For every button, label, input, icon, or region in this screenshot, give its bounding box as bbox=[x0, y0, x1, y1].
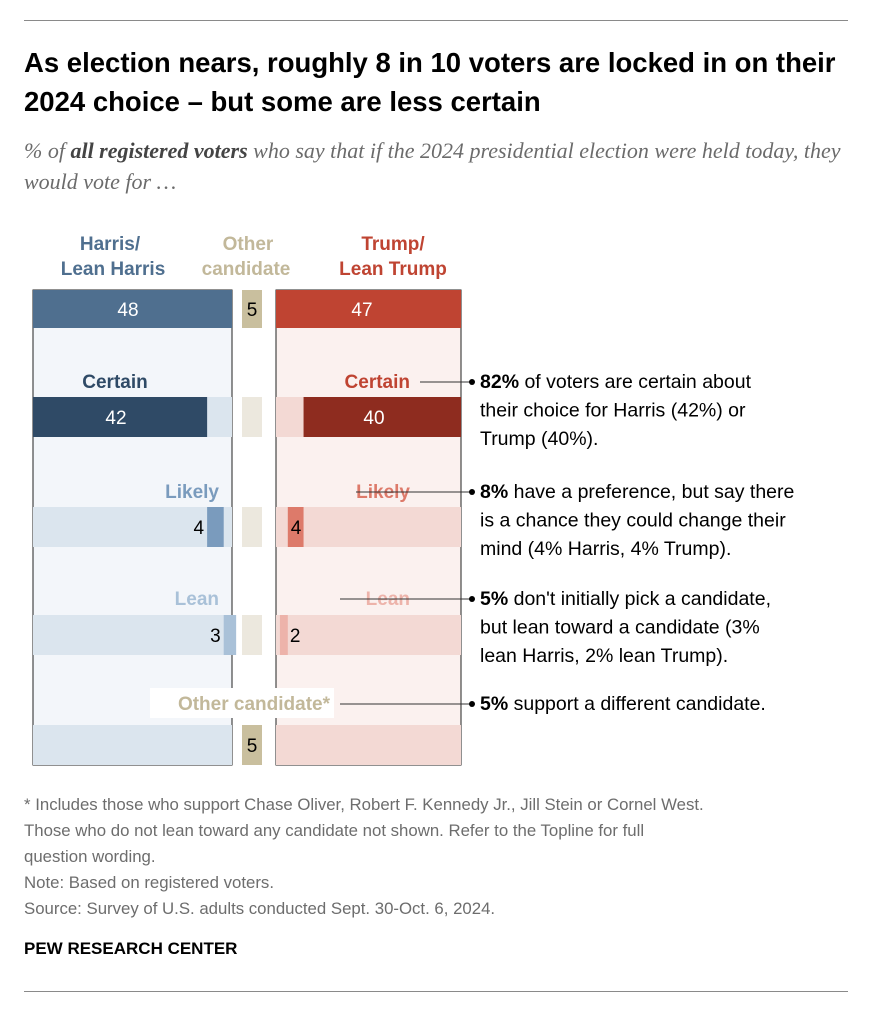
trump-total-bar bbox=[276, 290, 461, 328]
trump-likely-bar bbox=[287, 507, 304, 547]
harris-column-header: Lean Harris bbox=[61, 259, 166, 280]
other-likely-track bbox=[242, 507, 262, 547]
other-candidate-bar bbox=[242, 725, 262, 765]
chart-subtitle: % of all registered voters who say that … bbox=[24, 135, 864, 197]
annotation-text: 5% don't initially pick a candidate, but … bbox=[480, 588, 771, 667]
other-candidate-label: Other candidate* bbox=[178, 694, 331, 715]
chart-title: As election nears, roughly 8 in 10 voter… bbox=[24, 47, 836, 117]
annotation-dot bbox=[469, 489, 475, 495]
other-total-value: 5 bbox=[247, 300, 258, 321]
harris-column-header: Harris/ bbox=[80, 234, 141, 255]
harris-likely-track bbox=[33, 507, 232, 547]
other-column-header: Other bbox=[223, 234, 274, 255]
footnote-line: question wording. bbox=[24, 847, 156, 866]
trump-certain-bar bbox=[303, 397, 461, 437]
harris-lean-label: Lean bbox=[175, 589, 219, 610]
subtitle-suffix: who say that if the 2024 presidential el… bbox=[24, 138, 841, 194]
harris-total-bar bbox=[33, 290, 232, 328]
harris-lean-bar bbox=[223, 615, 237, 655]
harris-total-value: 48 bbox=[117, 300, 138, 321]
other-candidate-label-bg bbox=[150, 688, 334, 718]
footnotes: * Includes those who support Chase Olive… bbox=[24, 792, 864, 922]
other-candidate-value: 5 bbox=[247, 736, 258, 757]
brand-logo-text: PEW RESEARCH CENTER bbox=[24, 939, 238, 958]
harris-lean-value: 3 bbox=[210, 626, 221, 647]
trump-likely-value: 4 bbox=[291, 518, 302, 539]
subtitle-prefix: % of bbox=[24, 138, 71, 163]
trump-certain-label: Certain bbox=[345, 372, 410, 393]
trump-lean-value: 2 bbox=[290, 626, 301, 647]
trump-other-track bbox=[276, 725, 461, 765]
annotation-text: 82% of voters are certain about their cho… bbox=[480, 371, 752, 450]
trump-column-header: Trump/ bbox=[361, 234, 425, 255]
other-total-bar bbox=[242, 290, 262, 328]
trump-column-header: Lean Trump bbox=[339, 259, 447, 280]
subtitle-emphasis: all registered voters bbox=[70, 138, 248, 163]
trump-likely-track bbox=[276, 507, 461, 547]
top-rule bbox=[24, 20, 848, 21]
harris-likely-value: 4 bbox=[194, 518, 205, 539]
certainty-bar-chart: Harris/Lean Harris Other candidate Trump/Le… bbox=[32, 234, 794, 766]
trump-total-value: 47 bbox=[351, 300, 372, 321]
trump-lean-bar bbox=[279, 615, 288, 655]
annotation-dot bbox=[469, 379, 475, 385]
annotation-dot bbox=[469, 596, 475, 602]
harris-certain-value: 42 bbox=[105, 408, 126, 429]
harris-lean-track bbox=[33, 615, 232, 655]
harris-likely-bar bbox=[207, 507, 224, 547]
footnote-line: Those who do not lean toward any candida… bbox=[24, 821, 645, 840]
trump-certain-value: 40 bbox=[363, 408, 384, 429]
bottom-rule bbox=[24, 991, 848, 992]
harris-likely-label: Likely bbox=[165, 482, 219, 503]
harris-other-track bbox=[33, 725, 232, 765]
other-certain-track bbox=[242, 397, 262, 437]
trump-lean-track bbox=[276, 615, 461, 655]
source-line: Source: Survey of U.S. adults conducted … bbox=[24, 899, 496, 918]
other-lean-track bbox=[242, 615, 262, 655]
annotation-text: 8% have a preference, but say there is a … bbox=[480, 481, 794, 560]
harris-certain-label: Certain bbox=[82, 372, 147, 393]
harris-certain-bar bbox=[33, 397, 208, 437]
footnote-line: * Includes those who support Chase Olive… bbox=[24, 795, 704, 814]
other-column-header: candidate bbox=[202, 259, 291, 280]
note-line: Note: Based on registered voters. bbox=[24, 873, 274, 892]
annotation-dot bbox=[469, 701, 475, 707]
annotation-text: 5% support a different candidate. bbox=[480, 693, 766, 715]
